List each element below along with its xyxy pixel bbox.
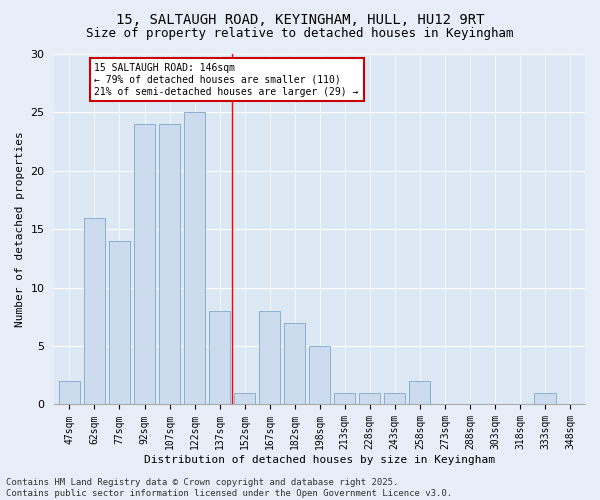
Text: Size of property relative to detached houses in Keyingham: Size of property relative to detached ho… — [86, 28, 514, 40]
Bar — [134, 124, 155, 404]
Bar — [109, 241, 130, 404]
Bar — [234, 393, 255, 404]
Bar — [184, 112, 205, 405]
Bar — [334, 393, 355, 404]
Bar — [535, 393, 556, 404]
Bar — [159, 124, 180, 404]
Bar — [384, 393, 406, 404]
Bar — [309, 346, 331, 405]
Bar — [359, 393, 380, 404]
Bar — [259, 311, 280, 404]
Text: Contains HM Land Registry data © Crown copyright and database right 2025.
Contai: Contains HM Land Registry data © Crown c… — [6, 478, 452, 498]
Bar — [209, 311, 230, 404]
Text: 15, SALTAUGH ROAD, KEYINGHAM, HULL, HU12 9RT: 15, SALTAUGH ROAD, KEYINGHAM, HULL, HU12… — [116, 12, 484, 26]
Text: 15 SALTAUGH ROAD: 146sqm
← 79% of detached houses are smaller (110)
21% of semi-: 15 SALTAUGH ROAD: 146sqm ← 79% of detach… — [94, 64, 359, 96]
Bar — [284, 322, 305, 404]
Bar — [409, 381, 430, 404]
Bar — [84, 218, 105, 404]
Y-axis label: Number of detached properties: Number of detached properties — [15, 132, 25, 327]
X-axis label: Distribution of detached houses by size in Keyingham: Distribution of detached houses by size … — [144, 455, 495, 465]
Bar — [59, 381, 80, 404]
